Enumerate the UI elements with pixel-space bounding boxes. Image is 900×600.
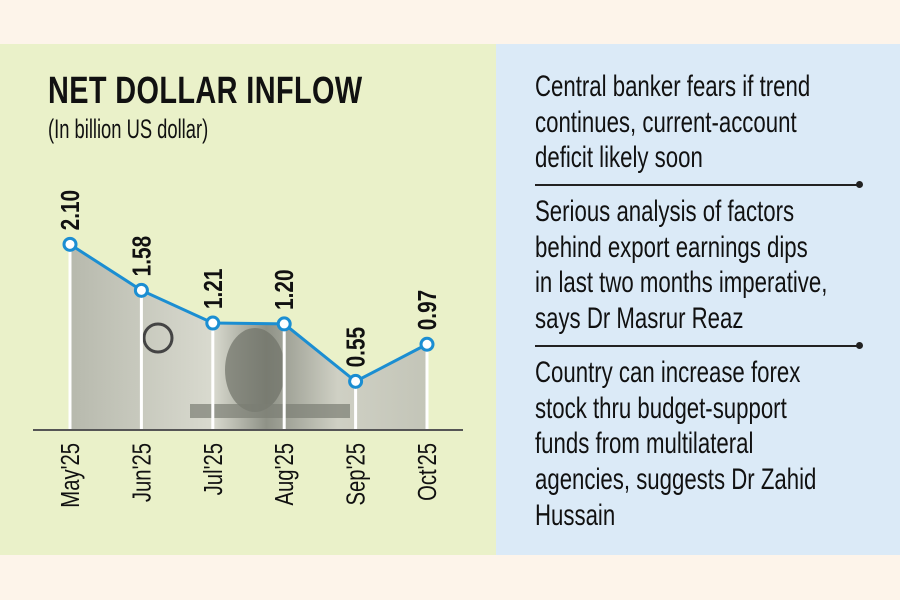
note-text-line: agencies, suggests Dr Zahid [535,463,817,497]
chart-title: NET DOLLAR INFLOW [48,70,363,112]
note-text-line: in last two months imperative, [535,266,828,300]
note-text-line: Serious analysis of factors [535,195,795,228]
note-text-line: says Dr Masrur Reaz [535,302,744,336]
note-text-line: Hussain [535,498,616,532]
note-text-line: deficit likely soon [535,141,703,175]
value-label: 0.97 [413,290,442,330]
line-chart: 2.10 1.58 1.21 1.20 0.55 0.97 May'25 Jun'25 Jul… [33,190,463,508]
data-point [348,373,364,389]
data-point [205,315,221,331]
note-text-line: Central banker fears if trend [535,70,811,103]
data-point [62,236,78,252]
note-text-line: stock thru budget-support [535,391,787,425]
x-tick-label: Sep'25 [341,443,370,505]
value-label: 0.55 [341,327,370,367]
note-text-line: Country can increase forex [535,356,801,389]
x-tick-label: Oct'25 [413,443,442,501]
portrait-oval [225,328,285,412]
x-tick-label: May'25 [56,443,85,508]
chart-subtitle: (In billion US dollar) [48,114,209,144]
note-text-line: funds from multilateral [535,427,754,461]
value-label: 1.58 [127,236,156,276]
notes-panel [496,44,900,555]
bill-banner [190,404,350,418]
data-point [276,316,292,332]
note-text-line: behind export earnings dips [535,230,808,264]
seal-icon [142,322,174,354]
dollar-bill-image [70,244,427,430]
data-point [419,336,435,352]
note-divider [535,342,863,349]
note-text-line: continues, current-account [535,105,797,139]
x-tick-label: Jun'25 [127,443,156,502]
value-label: 2.10 [56,190,85,230]
data-point [133,282,149,298]
value-label: 1.21 [199,269,228,309]
series-line [69,243,428,384]
value-label: 1.20 [270,269,299,309]
x-tick-label: Jul'25 [198,443,227,495]
x-tick-label: Aug'25 [270,443,299,505]
note-divider [535,181,863,188]
